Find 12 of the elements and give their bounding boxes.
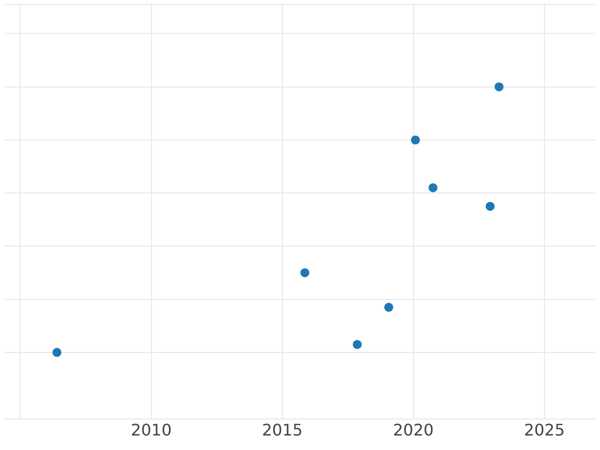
point <box>352 340 362 349</box>
x-tick-label: 2025 <box>524 420 565 440</box>
x-tick-label: 2015 <box>262 420 303 440</box>
point <box>428 183 438 192</box>
point <box>410 135 420 144</box>
point <box>486 202 495 211</box>
x-tick-label: 2020 <box>392 420 434 440</box>
point <box>384 302 394 312</box>
point <box>52 348 62 357</box>
point <box>494 82 504 92</box>
point <box>300 268 310 278</box>
x-tick-label: 2010 <box>130 420 172 440</box>
